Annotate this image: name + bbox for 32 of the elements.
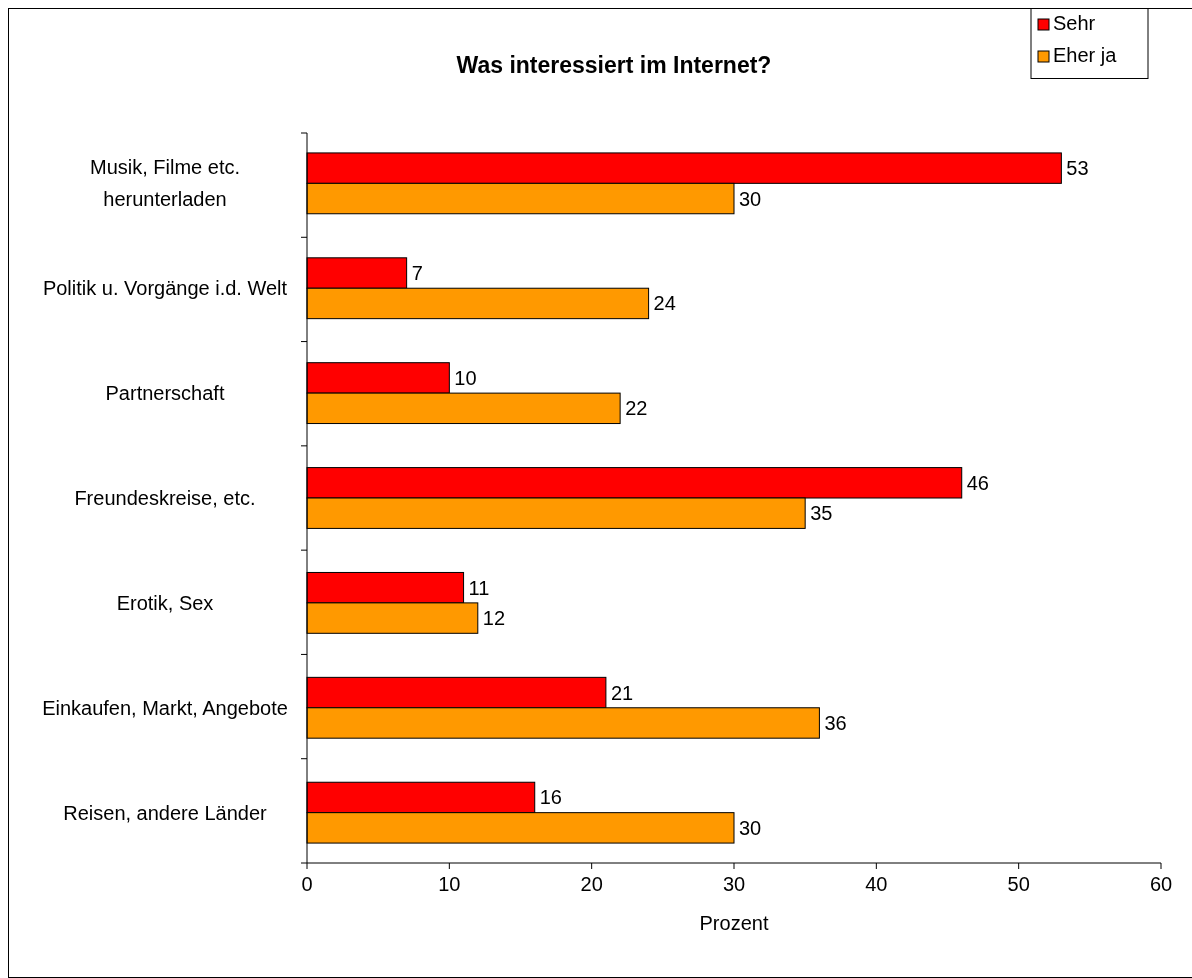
data-label: 53 — [1066, 157, 1089, 180]
x-tick-label: 30 — [722, 873, 746, 895]
data-label: 30 — [739, 816, 762, 839]
y-tick-label: Reisen, andere Länder — [63, 801, 268, 824]
legend-label: Eher ja — [1053, 44, 1118, 66]
x-tick-label: 10 — [438, 873, 461, 895]
data-label: 46 — [966, 471, 989, 494]
data-label: 36 — [824, 711, 847, 734]
x-axis-title: Prozent — [699, 912, 769, 934]
data-label: 16 — [539, 786, 562, 809]
data-label: 10 — [454, 366, 477, 389]
chart-title: Was interessiert im Internet? — [456, 52, 772, 78]
data-label: 11 — [468, 576, 490, 599]
y-tick-label: Einkaufen, Markt, Angebote — [42, 696, 288, 719]
data-label: 21 — [610, 681, 634, 704]
x-tick-label: 0 — [301, 873, 313, 895]
y-tick-label: Freundeskreise, etc. — [74, 487, 256, 509]
data-label: 24 — [653, 292, 676, 315]
x-tick-label: 40 — [865, 873, 888, 895]
y-tick-label: Politik u. Vorgänge i.d. Welt — [42, 277, 288, 300]
data-label: 12 — [482, 607, 506, 630]
x-tick-label: 20 — [580, 873, 603, 895]
x-tick-label: 60 — [1149, 873, 1173, 895]
y-tick-label: Erotik, Sex — [116, 591, 214, 614]
x-tick-label: 50 — [1007, 873, 1030, 895]
data-label: 30 — [739, 187, 762, 210]
legend-label: Sehr — [1053, 12, 1096, 34]
data-label: 22 — [625, 397, 648, 420]
data-label: 7 — [411, 262, 423, 285]
data-label: 35 — [810, 502, 833, 525]
y-tick-label: Musik, Filme etc. herunterladen — [89, 156, 241, 211]
y-tick-label: Partnerschaft — [105, 382, 225, 405]
